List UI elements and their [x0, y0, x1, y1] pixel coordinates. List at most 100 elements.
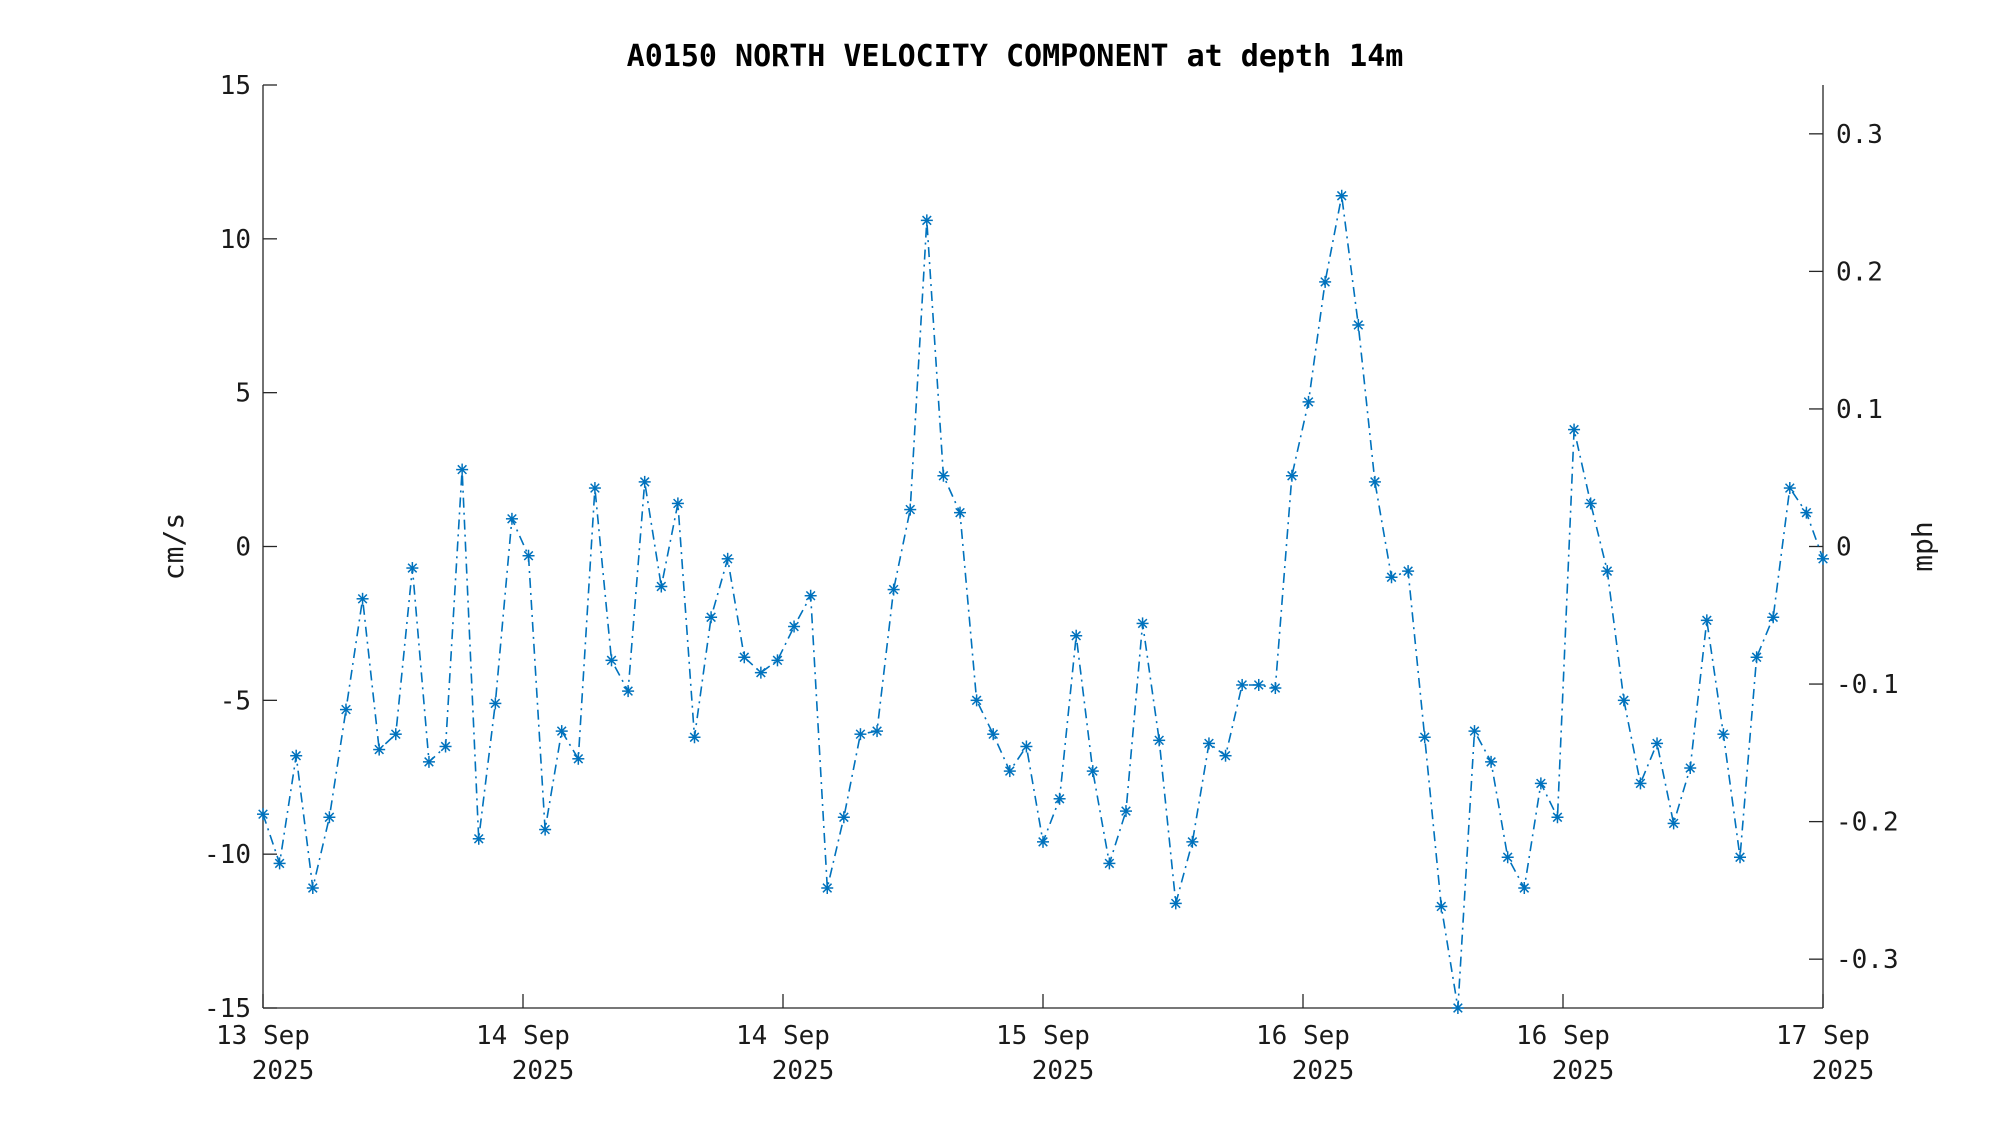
data-point	[987, 728, 1000, 741]
data-point	[1783, 482, 1796, 495]
data-point	[1551, 811, 1564, 824]
data-point	[1651, 737, 1664, 750]
x-tick-label-day: 14 Sep	[476, 1021, 570, 1051]
x-tick-label-day: 13 Sep	[216, 1021, 310, 1051]
data-point	[1750, 651, 1763, 664]
chart-title: A0150 NORTH VELOCITY COMPONENT at depth …	[627, 39, 1404, 74]
data-point	[1435, 900, 1448, 913]
data-point	[1236, 678, 1249, 691]
data-point	[1601, 565, 1614, 578]
data-point	[821, 882, 834, 895]
data-point	[771, 654, 784, 667]
y-tick-label-right: -0.1	[1836, 670, 1899, 700]
data-point	[1335, 189, 1348, 202]
x-tick-label-year: 2025	[1292, 1056, 1355, 1086]
data-point	[1219, 749, 1232, 762]
data-point	[1700, 614, 1713, 627]
y-tick-label-right: -0.2	[1836, 808, 1899, 838]
data-point	[456, 463, 469, 476]
data-point	[970, 694, 983, 707]
data-point	[1817, 552, 1829, 565]
y-tick-label-right: 0.1	[1836, 395, 1883, 425]
data-point	[605, 654, 618, 667]
data-point	[887, 583, 900, 596]
data-point	[422, 755, 435, 768]
data-point	[572, 752, 585, 765]
data-point	[788, 620, 801, 633]
data-point	[505, 512, 518, 525]
data-point	[489, 697, 502, 710]
y-tick-label-right: -0.3	[1836, 945, 1899, 975]
data-point	[1186, 835, 1199, 848]
x-tick-label-year: 2025	[512, 1056, 575, 1086]
y-tick-label-right: 0	[1836, 533, 1852, 563]
data-point	[671, 497, 684, 510]
data-point	[1352, 318, 1365, 331]
data-point	[273, 857, 286, 870]
data-point	[1418, 731, 1431, 744]
data-point	[1003, 765, 1016, 778]
x-tick-label-year: 2025	[1812, 1056, 1875, 1086]
data-point	[937, 469, 950, 482]
data-point	[257, 808, 269, 821]
data-point	[804, 589, 817, 602]
y-tick-label-left: 15	[220, 71, 251, 101]
data-point	[904, 503, 917, 516]
data-point	[1767, 611, 1780, 624]
x-tick-label-day: 16 Sep	[1256, 1021, 1350, 1051]
y-tick-label-left: 0	[235, 533, 251, 563]
data-point	[339, 703, 352, 716]
data-point	[1734, 851, 1747, 864]
data-point	[1119, 805, 1132, 818]
y-axis-label-right: mph	[1906, 521, 1939, 572]
y-tick-label-left: -15	[204, 994, 251, 1024]
data-point	[356, 592, 369, 605]
data-point	[1136, 617, 1149, 630]
series-line	[262, 195, 1824, 1009]
data-point	[705, 611, 718, 624]
data-point	[1584, 497, 1597, 510]
data-point	[954, 506, 967, 519]
data-point	[1302, 395, 1315, 408]
data-point	[406, 562, 419, 575]
data-point	[1285, 469, 1298, 482]
data-point	[1451, 1002, 1464, 1014]
data-point	[655, 580, 668, 593]
data-point	[1634, 777, 1647, 790]
data-point	[622, 685, 635, 698]
data-point	[738, 651, 751, 664]
x-tick-label-year: 2025	[772, 1056, 835, 1086]
data-point	[1037, 835, 1049, 848]
data-point	[721, 552, 734, 565]
data-point	[1169, 897, 1182, 910]
data-point	[439, 740, 452, 753]
x-tick-label-year: 2025	[252, 1056, 315, 1086]
data-point	[1086, 765, 1099, 778]
data-point	[1684, 762, 1697, 775]
data-point	[1385, 571, 1398, 584]
data-point	[1800, 506, 1813, 519]
data-point	[539, 823, 552, 836]
data-point	[522, 549, 535, 562]
x-tick-label-day: 17 Sep	[1776, 1021, 1870, 1051]
data-point	[1717, 728, 1730, 741]
data-point	[290, 749, 303, 762]
data-point	[1617, 694, 1630, 707]
data-point	[1103, 857, 1116, 870]
data-point	[1368, 475, 1381, 488]
x-tick-label-day: 14 Sep	[736, 1021, 830, 1051]
data-point	[1568, 423, 1581, 436]
data-point	[1534, 777, 1547, 790]
data-point	[1020, 740, 1033, 753]
data-point	[854, 728, 867, 741]
data-point	[1202, 737, 1215, 750]
data-point	[588, 482, 601, 495]
y-tick-label-left: -5	[220, 686, 251, 716]
data-point	[1153, 734, 1166, 747]
data-point	[1518, 882, 1531, 895]
y-axis-label-left: cm/s	[157, 513, 190, 580]
data-point	[555, 725, 568, 738]
x-tick-label-year: 2025	[1032, 1056, 1095, 1086]
data-point	[837, 811, 850, 824]
